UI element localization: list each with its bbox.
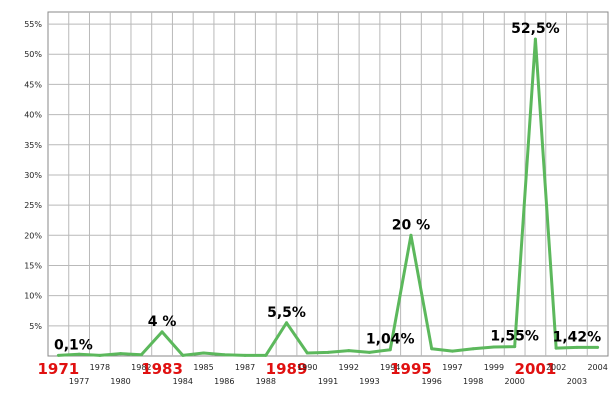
data-point [450, 349, 454, 353]
x-tick-label-highlight: 1989 [266, 360, 308, 378]
y-tick-label: 50% [24, 50, 42, 59]
data-point [513, 345, 517, 349]
data-point [554, 346, 558, 350]
data-point [367, 350, 371, 354]
x-tick-label: 1978 [90, 363, 110, 372]
data-annotation: 5,5% [267, 305, 306, 321]
y-tick-label: 10% [24, 292, 42, 301]
x-tick-label: 1991 [318, 377, 338, 386]
annotation-layer: 0,1% 4 % 5,5% 1,04% 20 % 1,55% 52,5% 1,42% [54, 21, 601, 353]
data-annotation: 0,1% [54, 337, 93, 353]
data-point [160, 330, 164, 334]
y-tick-label: 5% [29, 322, 42, 331]
x-tick-label: 1985 [193, 363, 213, 372]
data-annotation: 1,04% [366, 332, 415, 348]
y-tick-label: 25% [24, 201, 42, 210]
data-point [533, 37, 537, 41]
y-tick-label: 40% [24, 111, 42, 120]
series-layer [56, 37, 600, 357]
x-tick-label: 1997 [442, 363, 462, 372]
data-annotation: 52,5% [511, 21, 560, 37]
data-point [305, 351, 309, 355]
x-tick-label-highlight: 1983 [141, 360, 183, 378]
data-point [202, 351, 206, 355]
x-tick-label-highlight: 1971 [37, 360, 79, 378]
x-tick-label: 2003 [567, 377, 587, 386]
x-tick-label: 1988 [256, 377, 276, 386]
x-tick-label: 1994 [380, 363, 400, 372]
x-tick-label-highlight: 1995 [390, 360, 432, 378]
data-point [471, 347, 475, 351]
data-point [77, 352, 81, 356]
x-tick-label: 1984 [173, 377, 193, 386]
x-tick-label: 1977 [69, 377, 89, 386]
x-tick-label: 1998 [463, 377, 483, 386]
axis-layer: 5% 10% 15% 20% 25% 30% 35% 40% 45% 50% 55% 19711977… [24, 20, 608, 386]
data-point [285, 321, 289, 325]
x-tick-label: 2000 [504, 377, 524, 386]
data-annotation: 1,55% [490, 329, 539, 345]
x-tick-label: 1987 [235, 363, 255, 372]
data-point [409, 233, 413, 237]
x-tick-label: 1986 [214, 377, 234, 386]
y-tick-label: 30% [24, 171, 42, 180]
data-point [139, 353, 143, 357]
data-point [56, 353, 60, 357]
x-tick-label: 1996 [422, 377, 442, 386]
grid-layer [48, 12, 608, 356]
y-tick-label: 55% [24, 20, 42, 29]
y-tick-label: 15% [24, 261, 42, 270]
data-point [264, 353, 268, 357]
data-point [222, 353, 226, 357]
y-tick-label: 45% [24, 80, 42, 89]
x-tick-label: 2002 [546, 363, 566, 372]
x-tick-label: 1992 [339, 363, 359, 372]
data-annotation: 1,42% [553, 329, 602, 345]
x-tick-label-highlight: 2001 [515, 360, 557, 378]
data-point [243, 353, 247, 357]
data-point [492, 345, 496, 349]
x-tick-label: 2004 [587, 363, 607, 372]
data-point [119, 352, 123, 356]
x-tick-label: 1999 [484, 363, 504, 372]
data-point [181, 353, 185, 357]
x-tick-label: 1993 [359, 377, 379, 386]
data-annotation: 20 % [392, 217, 430, 233]
x-tick-label: 1990 [297, 363, 317, 372]
x-tick-label: 1980 [110, 377, 130, 386]
y-tick-label: 35% [24, 141, 42, 150]
data-point [430, 347, 434, 351]
data-annotation: 4 % [148, 314, 177, 330]
data-point [98, 353, 102, 357]
data-point [575, 345, 579, 349]
data-point [347, 349, 351, 353]
data-point [326, 350, 330, 354]
y-tick-label: 20% [24, 231, 42, 240]
plot-background [47, 11, 609, 357]
x-tick-label: 1982 [131, 363, 151, 372]
data-point [596, 345, 600, 349]
data-point [388, 348, 392, 352]
